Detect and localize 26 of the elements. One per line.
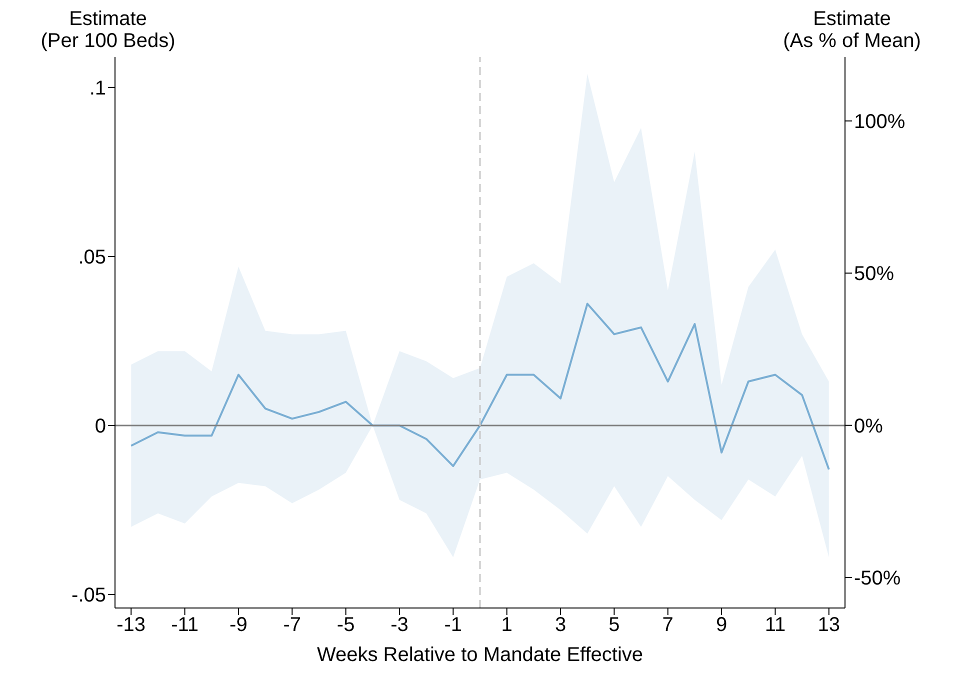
x-tick-label: 1 bbox=[501, 614, 512, 636]
x-tick-label: -3 bbox=[390, 614, 408, 636]
y2-tick-label: 100% bbox=[854, 111, 906, 134]
y-tick-label: .05 bbox=[78, 246, 106, 269]
y-tick-label: 0 bbox=[94, 416, 106, 438]
y2-axis-title: Estimate (As % of Mean) bbox=[782, 8, 922, 52]
y-axis-title: Estimate (Per 100 Beds) bbox=[40, 8, 176, 52]
x-tick-label: -5 bbox=[336, 614, 355, 636]
x-tick-label: 13 bbox=[818, 614, 840, 636]
x-tick-label: 5 bbox=[608, 614, 620, 636]
y-tick-label: -.05 bbox=[72, 584, 106, 607]
y2-tick-label: -50% bbox=[854, 568, 901, 590]
x-tick-label: -9 bbox=[230, 614, 248, 636]
line-series bbox=[130, 302, 830, 470]
y2-tick-label: 0% bbox=[854, 415, 884, 438]
x-axis-title: Weeks Relative to Mandate Effective bbox=[316, 644, 644, 666]
x-tick-label: 7 bbox=[662, 614, 674, 636]
x-tick-label: -1 bbox=[444, 614, 462, 636]
x-tick-label: 11 bbox=[764, 614, 786, 636]
y-tick-label: .1 bbox=[89, 78, 106, 100]
x-tick-label: -13 bbox=[116, 614, 146, 636]
x-tick-label: 9 bbox=[716, 614, 728, 636]
x-tick-label: 3 bbox=[554, 614, 566, 636]
x-tick-label: -11 bbox=[171, 614, 198, 636]
x-tick-label: -7 bbox=[283, 614, 302, 636]
y2-tick-label: 50% bbox=[854, 263, 894, 286]
